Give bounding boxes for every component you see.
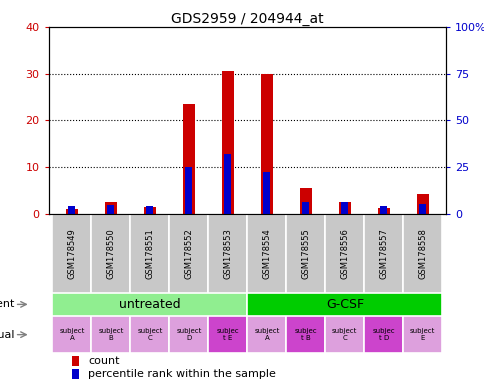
Bar xyxy=(105,202,117,214)
Bar xyxy=(286,214,325,293)
Bar xyxy=(403,214,441,293)
Text: GSM178558: GSM178558 xyxy=(417,228,426,279)
Bar xyxy=(169,214,208,293)
Text: GSM178554: GSM178554 xyxy=(262,228,271,278)
Bar xyxy=(208,214,247,293)
Text: subject
E: subject E xyxy=(409,328,435,341)
Bar xyxy=(52,293,247,316)
Text: agent: agent xyxy=(0,300,15,310)
Text: GSM178553: GSM178553 xyxy=(223,228,232,279)
Bar xyxy=(130,316,169,353)
Bar xyxy=(302,202,309,214)
Text: subjec
t B: subjec t B xyxy=(294,328,317,341)
Bar xyxy=(416,194,428,214)
Text: subject
B: subject B xyxy=(98,328,123,341)
Text: untreated: untreated xyxy=(119,298,181,311)
Bar xyxy=(247,316,286,353)
Bar xyxy=(363,214,403,293)
Bar xyxy=(325,316,363,353)
Text: percentile rank within the sample: percentile rank within the sample xyxy=(88,369,275,379)
Bar xyxy=(403,316,441,353)
Text: subject
C: subject C xyxy=(332,328,357,341)
Bar xyxy=(247,293,441,316)
Bar xyxy=(379,206,387,214)
Text: GSM178552: GSM178552 xyxy=(184,228,193,278)
Bar xyxy=(66,209,77,214)
Bar xyxy=(91,214,130,293)
Bar xyxy=(286,316,325,353)
Bar xyxy=(260,74,272,214)
Bar xyxy=(341,202,348,214)
Text: subject
A: subject A xyxy=(254,328,279,341)
Text: GSM178549: GSM178549 xyxy=(67,228,76,278)
Title: GDS2959 / 204944_at: GDS2959 / 204944_at xyxy=(171,12,323,26)
Bar xyxy=(419,204,425,214)
Bar xyxy=(363,316,403,353)
Text: GSM178557: GSM178557 xyxy=(378,228,388,279)
Text: subject
C: subject C xyxy=(137,328,162,341)
Bar xyxy=(52,316,91,353)
Bar xyxy=(208,316,247,353)
Text: GSM178551: GSM178551 xyxy=(145,228,154,278)
Bar xyxy=(68,206,75,214)
Bar xyxy=(146,206,153,214)
Text: GSM178550: GSM178550 xyxy=(106,228,115,278)
Bar xyxy=(130,214,169,293)
Text: individual: individual xyxy=(0,329,15,339)
Text: G-CSF: G-CSF xyxy=(325,298,363,311)
Text: GSM178555: GSM178555 xyxy=(301,228,310,278)
Bar xyxy=(300,188,311,214)
Text: count: count xyxy=(88,356,120,366)
Text: GSM178556: GSM178556 xyxy=(340,228,348,279)
Bar xyxy=(169,316,208,353)
Bar xyxy=(107,205,114,214)
Bar xyxy=(52,214,91,293)
Text: subjec
t E: subjec t E xyxy=(216,328,239,341)
Text: subjec
t D: subjec t D xyxy=(372,328,394,341)
Bar xyxy=(182,104,194,214)
Bar xyxy=(247,214,286,293)
Bar xyxy=(263,172,270,214)
Bar xyxy=(72,369,79,379)
Text: subject
A: subject A xyxy=(59,328,84,341)
Bar xyxy=(144,207,155,214)
Bar xyxy=(325,214,363,293)
Bar xyxy=(222,71,233,214)
Text: subject
D: subject D xyxy=(176,328,201,341)
Bar xyxy=(224,154,231,214)
Bar xyxy=(72,356,79,366)
Bar xyxy=(91,316,130,353)
Bar xyxy=(377,208,389,214)
Bar xyxy=(185,167,192,214)
Bar xyxy=(338,202,350,214)
